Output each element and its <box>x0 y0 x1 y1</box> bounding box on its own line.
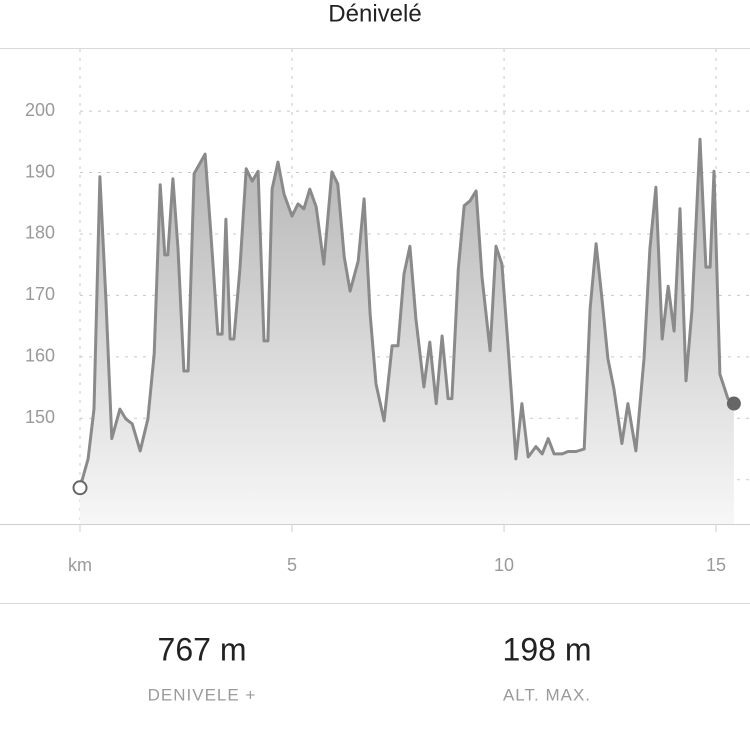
y-tick-label: 160 <box>25 346 55 366</box>
end-marker <box>726 396 741 411</box>
stat-value: 767 m <box>158 631 247 667</box>
y-tick-label: 200 <box>25 100 55 120</box>
line <box>78 137 735 489</box>
plot <box>72 137 741 525</box>
y-tick-label: 150 <box>25 407 55 427</box>
stat-label: ALT. MAX. <box>503 685 591 704</box>
grid: 150 160 170 180 190 200 km 5 10 15 <box>25 49 750 575</box>
stat-label: DENIVELE + <box>148 685 257 704</box>
x-tick-label: 5 <box>287 555 297 575</box>
x-tick-label: 15 <box>706 555 726 575</box>
x-tick-label: km <box>68 555 92 575</box>
chart-title: Dénivelé <box>328 0 421 27</box>
stats: 767 m DENIVELE + 198 m ALT. MAX. <box>148 631 592 704</box>
y-tick-label: 180 <box>25 223 55 243</box>
stat-value: 198 m <box>503 631 592 667</box>
x-tick-label: 10 <box>494 555 514 575</box>
y-tick-label: 190 <box>25 161 55 181</box>
start-marker <box>72 480 88 496</box>
area <box>80 139 734 525</box>
y-tick-label: 170 <box>25 284 55 304</box>
